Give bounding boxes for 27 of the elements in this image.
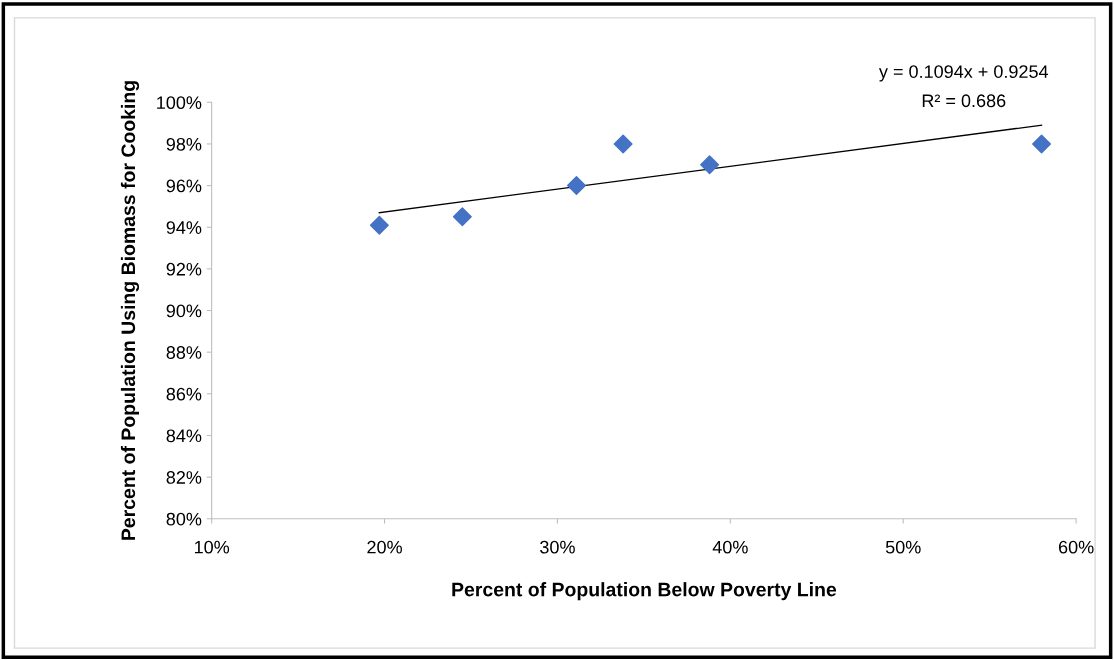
x-axis-title: Percent of Population Below Poverty Line <box>452 582 837 601</box>
point <box>566 176 586 196</box>
y-tick-label: 88% <box>166 346 202 359</box>
y-tick-label: 92% <box>166 262 202 276</box>
y-tick-label: 86% <box>166 387 202 401</box>
x-tick-label: 20% <box>367 540 402 554</box>
x-tick-label: 50% <box>885 540 921 554</box>
annotation: R² = 0.686 <box>922 94 1006 108</box>
x-tick-label: 60% <box>1058 540 1094 554</box>
point <box>369 215 389 235</box>
x-tick-label: 40% <box>712 540 748 554</box>
y-tick-label: 82% <box>166 471 202 484</box>
text: y = 0.1094x + 0.9254 <box>878 65 1049 82</box>
x-tick-label: 10% <box>194 540 230 554</box>
point <box>700 155 720 175</box>
y-tick-label: 90% <box>166 304 202 318</box>
y-tick-label: 94% <box>166 221 202 234</box>
y-tick-label: 100% <box>157 96 202 110</box>
point <box>452 207 472 227</box>
y-tick-label: 84% <box>166 429 202 443</box>
point <box>613 134 633 154</box>
y-axis-title: Percent of Population Using Biomass for Cooking <box>120 81 140 540</box>
x-tick-label: 30% <box>540 540 575 554</box>
y-tick-label: 80% <box>166 512 202 526</box>
y-tick-label: 96% <box>166 179 202 193</box>
y-tick-label: 98% <box>166 137 202 151</box>
point <box>1032 134 1052 154</box>
